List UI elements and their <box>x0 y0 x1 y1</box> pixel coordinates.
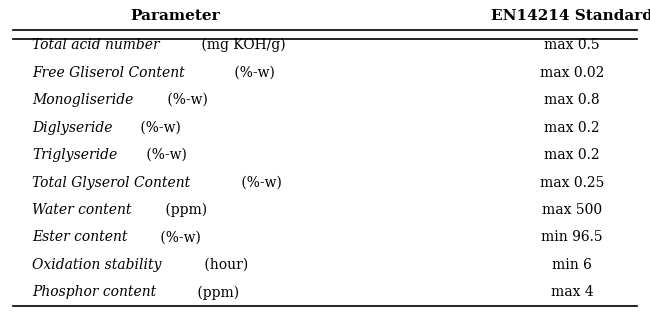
Text: Diglyseride: Diglyseride <box>32 121 113 134</box>
Text: (ppm): (ppm) <box>161 203 207 217</box>
Text: (%-w): (%-w) <box>229 66 274 80</box>
Text: max 0.25: max 0.25 <box>540 176 604 189</box>
Text: (%-w): (%-w) <box>163 93 208 107</box>
Text: min 96.5: min 96.5 <box>541 231 603 244</box>
Text: (%-w): (%-w) <box>156 231 201 244</box>
Text: max 0.2: max 0.2 <box>544 121 600 134</box>
Text: Phosphor content: Phosphor content <box>32 285 157 299</box>
Text: Ester content: Ester content <box>32 231 128 244</box>
Text: (%-w): (%-w) <box>136 121 181 134</box>
Text: max 4: max 4 <box>551 285 593 299</box>
Text: (%-w): (%-w) <box>142 148 187 162</box>
Text: Triglyseride: Triglyseride <box>32 148 118 162</box>
Text: Parameter: Parameter <box>131 9 220 22</box>
Text: min 6: min 6 <box>552 258 592 272</box>
Text: max 500: max 500 <box>542 203 602 217</box>
Text: EN14214 Standard: EN14214 Standard <box>491 9 650 22</box>
Text: Free Gliserol Content: Free Gliserol Content <box>32 66 185 80</box>
Text: Water content: Water content <box>32 203 132 217</box>
Text: (%-w): (%-w) <box>237 176 281 189</box>
Text: (hour): (hour) <box>200 258 248 272</box>
Text: Total acid number: Total acid number <box>32 38 160 52</box>
Text: max 0.8: max 0.8 <box>544 93 600 107</box>
Text: max 0.02: max 0.02 <box>540 66 604 80</box>
Text: (mg KOH/g): (mg KOH/g) <box>197 38 286 52</box>
Text: max 0.5: max 0.5 <box>544 38 600 52</box>
Text: Oxidation stability: Oxidation stability <box>32 258 162 272</box>
Text: max 0.2: max 0.2 <box>544 148 600 162</box>
Text: Total Glyserol Content: Total Glyserol Content <box>32 176 190 189</box>
Text: Monogliseride: Monogliseride <box>32 93 134 107</box>
Text: (ppm): (ppm) <box>193 285 239 300</box>
